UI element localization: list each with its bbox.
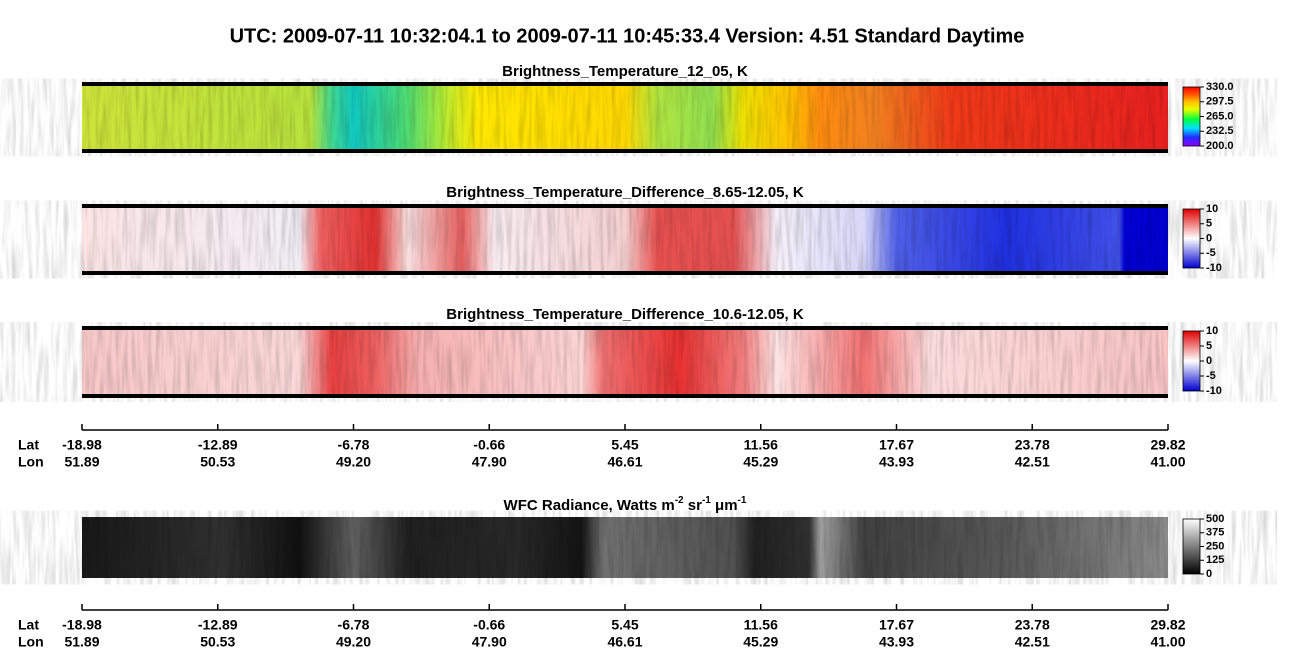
strip-edge xyxy=(82,394,1168,398)
colorbar-tick-label: 250 xyxy=(1206,540,1224,552)
figure-title: UTC: 2009-07-11 10:32:04.1 to 2009-07-11… xyxy=(230,25,1025,47)
colorbar-tick-label: 0 xyxy=(1206,232,1212,244)
colorbar-tick-label: 125 xyxy=(1206,554,1224,566)
axis-tick-label: 51.89 xyxy=(64,634,99,650)
title-segment: μm xyxy=(711,497,738,514)
image-texture xyxy=(82,329,1168,395)
image-texture xyxy=(82,517,1168,578)
axis-row-name: Lon xyxy=(18,634,44,650)
colorbar-tick-label: -10 xyxy=(1206,262,1222,274)
colorbar xyxy=(1182,208,1201,269)
panel-title: Brightness_Temperature_Difference_8.65-1… xyxy=(446,184,804,201)
axis-tick-label: 11.56 xyxy=(744,617,778,633)
strip-edge xyxy=(82,271,1168,275)
colorbar-tick-label: -5 xyxy=(1206,370,1216,382)
axis-tick-label: 50.53 xyxy=(200,634,235,650)
panel-title: Brightness_Temperature_12_05, K xyxy=(502,63,748,80)
colorbar-tick-label: -5 xyxy=(1206,247,1216,259)
axis-tick-label: -0.66 xyxy=(473,437,505,453)
axis-tick-label: 17.67 xyxy=(879,437,914,453)
axis-tick-label: 46.61 xyxy=(607,454,642,470)
colorbar-tick-label: 500 xyxy=(1206,513,1224,525)
axis-tick-label: 49.20 xyxy=(336,454,371,470)
axis-tick-label: 23.78 xyxy=(1015,437,1050,453)
colorbar xyxy=(1182,330,1201,392)
title-segment: sr xyxy=(684,497,703,514)
panel-title: Brightness_Temperature_Difference_10.6-1… xyxy=(446,306,804,323)
axis-tick-label: 23.78 xyxy=(1015,617,1050,633)
title-segment: -1 xyxy=(702,495,711,506)
axis-tick-label: -18.98 xyxy=(62,437,102,453)
colorbar-tick-label: 10 xyxy=(1206,325,1218,337)
axis-tick-label: 49.20 xyxy=(336,634,371,650)
image-texture xyxy=(82,85,1168,150)
strip-edge xyxy=(82,204,1168,208)
colorbar-tick-label: 297.5 xyxy=(1206,96,1234,108)
axis-tick-label: 42.51 xyxy=(1015,634,1050,650)
colorbar xyxy=(1182,518,1201,575)
axis-tick-label: -12.89 xyxy=(198,437,238,453)
colorbar-tick-label: 330.0 xyxy=(1206,81,1234,93)
axis-tick-label: -6.78 xyxy=(338,617,370,633)
axis-tick-label: 17.67 xyxy=(879,617,914,633)
axis-row-name: Lat xyxy=(18,617,39,633)
axis-tick-label: 43.93 xyxy=(879,634,914,650)
axis-row-name: Lat xyxy=(18,437,39,453)
colorbar xyxy=(1182,86,1201,147)
strip-edge xyxy=(82,82,1168,86)
colorbar-tick-label: 232.5 xyxy=(1206,125,1234,137)
panel-title: WFC Radiance, Watts m-2 sr-1 μm-1 xyxy=(504,495,747,514)
colorbar-tick-label: 375 xyxy=(1206,527,1224,539)
colorbar-tick-label: 5 xyxy=(1206,340,1212,352)
axis-tick-label: -18.98 xyxy=(62,617,102,633)
axis-tick-label: 11.56 xyxy=(744,437,778,453)
axis-tick-label: 47.90 xyxy=(472,454,507,470)
axis-tick-label: -6.78 xyxy=(338,437,370,453)
colorbar-tick-label: 0 xyxy=(1206,568,1212,580)
axis-tick-label: 5.45 xyxy=(611,437,638,453)
image-texture xyxy=(82,207,1168,272)
axis-tick-label: 29.82 xyxy=(1150,437,1185,453)
axis-tick-label: 41.00 xyxy=(1150,634,1185,650)
axis-tick-label: 43.93 xyxy=(879,454,914,470)
axis-tick-label: 51.89 xyxy=(64,454,99,470)
axis-row-name: Lon xyxy=(18,454,44,470)
axis-tick-label: -12.89 xyxy=(198,617,238,633)
colorbar-tick-label: 0 xyxy=(1206,355,1212,367)
title-segment: -2 xyxy=(675,495,684,506)
axis-tick-label: 50.53 xyxy=(200,454,235,470)
colorbar-tick-label: 10 xyxy=(1206,203,1218,215)
axis-tick-label: 45.29 xyxy=(743,634,778,650)
strip-edge xyxy=(82,149,1168,153)
axis-tick-label: 29.82 xyxy=(1150,617,1185,633)
axis-tick-label: 46.61 xyxy=(607,634,642,650)
strip-edge xyxy=(82,326,1168,330)
colorbar-tick-label: 5 xyxy=(1206,218,1212,230)
axis-tick-label: 41.00 xyxy=(1150,454,1185,470)
colorbar-tick-label: -10 xyxy=(1206,385,1222,397)
axis-tick-label: 47.90 xyxy=(472,634,507,650)
title-segment: -1 xyxy=(738,495,747,506)
title-segment: WFC Radiance, Watts m xyxy=(504,497,675,514)
colorbar-tick-label: 200.0 xyxy=(1206,140,1234,152)
colorbar-tick-label: 265.0 xyxy=(1206,110,1234,122)
axis-tick-label: 42.51 xyxy=(1015,454,1050,470)
axis-tick-label: 45.29 xyxy=(743,454,778,470)
axis-tick-label: -0.66 xyxy=(473,617,505,633)
axis-tick-label: 5.45 xyxy=(611,617,638,633)
